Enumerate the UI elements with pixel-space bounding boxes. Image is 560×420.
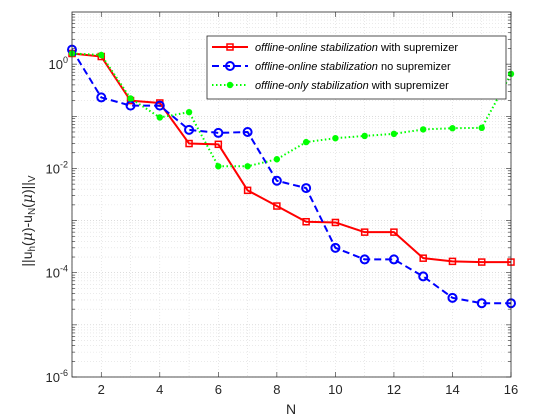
legend-entry-1: offline-online stabilization with suprem… [212,42,458,54]
data-point [156,114,163,121]
data-point [478,124,485,132]
data-point [418,271,429,282]
data-point [331,218,340,227]
x-tick-label: 8 [273,382,280,397]
data-point [271,175,282,186]
legend-label-1: offline-online stabilization with suprem… [255,42,458,54]
data-point [242,126,253,137]
data-point [214,140,223,149]
x-tick-label: 4 [156,382,163,397]
data-point [447,292,458,303]
legend-marker-2 [225,61,235,71]
data-point [360,228,369,236]
legend-label-2: offline-online stabilization no supremiz… [255,61,451,73]
legend-label-3: offline-only stabilization with supremiz… [255,80,449,92]
x-tick-label: 14 [445,382,459,397]
data-point [273,156,281,163]
series-1-line [71,52,511,264]
data-point [359,254,370,265]
data-point [361,132,368,140]
y-tick-label: 100 [49,55,68,72]
data-point [332,134,339,142]
y-tick-label: 10-2 [46,159,68,176]
data-point [273,202,281,210]
data-point [477,258,486,266]
data-point [244,163,251,170]
data-point [476,298,487,309]
x-axis-label: N [286,401,296,417]
data-point [213,127,224,138]
data-point [98,51,105,59]
legend: offline-online stabilization with suprem… [206,35,507,100]
y-tick-label: 10-4 [46,264,68,281]
series-3-line [71,52,512,168]
data-point [390,228,398,236]
data-point [419,254,427,262]
y-axis-label: ||uh(μ)-uN(μ)||V [19,175,38,266]
data-point [127,95,134,102]
data-point [185,108,193,116]
data-point [301,183,312,194]
data-point [184,124,195,135]
x-tick-label: 6 [215,382,222,397]
x-tick-labels: 2 4 6 8 10 12 14 16 [98,382,519,397]
legend-entry-3: offline-only stabilization with supremiz… [212,80,449,92]
data-point [215,163,222,170]
series-2-line [71,49,511,305]
data-point [96,92,107,103]
legend-marker-3 [226,81,234,89]
y-tick-labels: 100 10-2 10-4 10-6 [46,55,68,385]
data-point [185,139,193,148]
data-point [302,217,310,226]
data-point [390,130,398,138]
legend-box [206,35,507,100]
legend-entry-2: offline-online stabilization no supremiz… [212,61,451,73]
tick-marks [72,12,512,378]
data-point [243,186,252,195]
x-tick-label: 16 [504,382,518,397]
data-point [420,126,427,133]
data-point [330,242,341,253]
data-point [154,100,165,111]
data-point [302,138,310,146]
data-point [388,254,399,265]
x-tick-label: 12 [387,382,401,397]
data-point [448,257,457,266]
y-tick-label: 10-6 [46,368,68,385]
data-point [449,125,456,132]
legend-marker-1 [226,43,234,51]
data-point [125,100,136,111]
x-tick-label: 10 [328,382,342,397]
plot-frame [71,11,512,378]
x-tick-label: 2 [98,382,105,397]
